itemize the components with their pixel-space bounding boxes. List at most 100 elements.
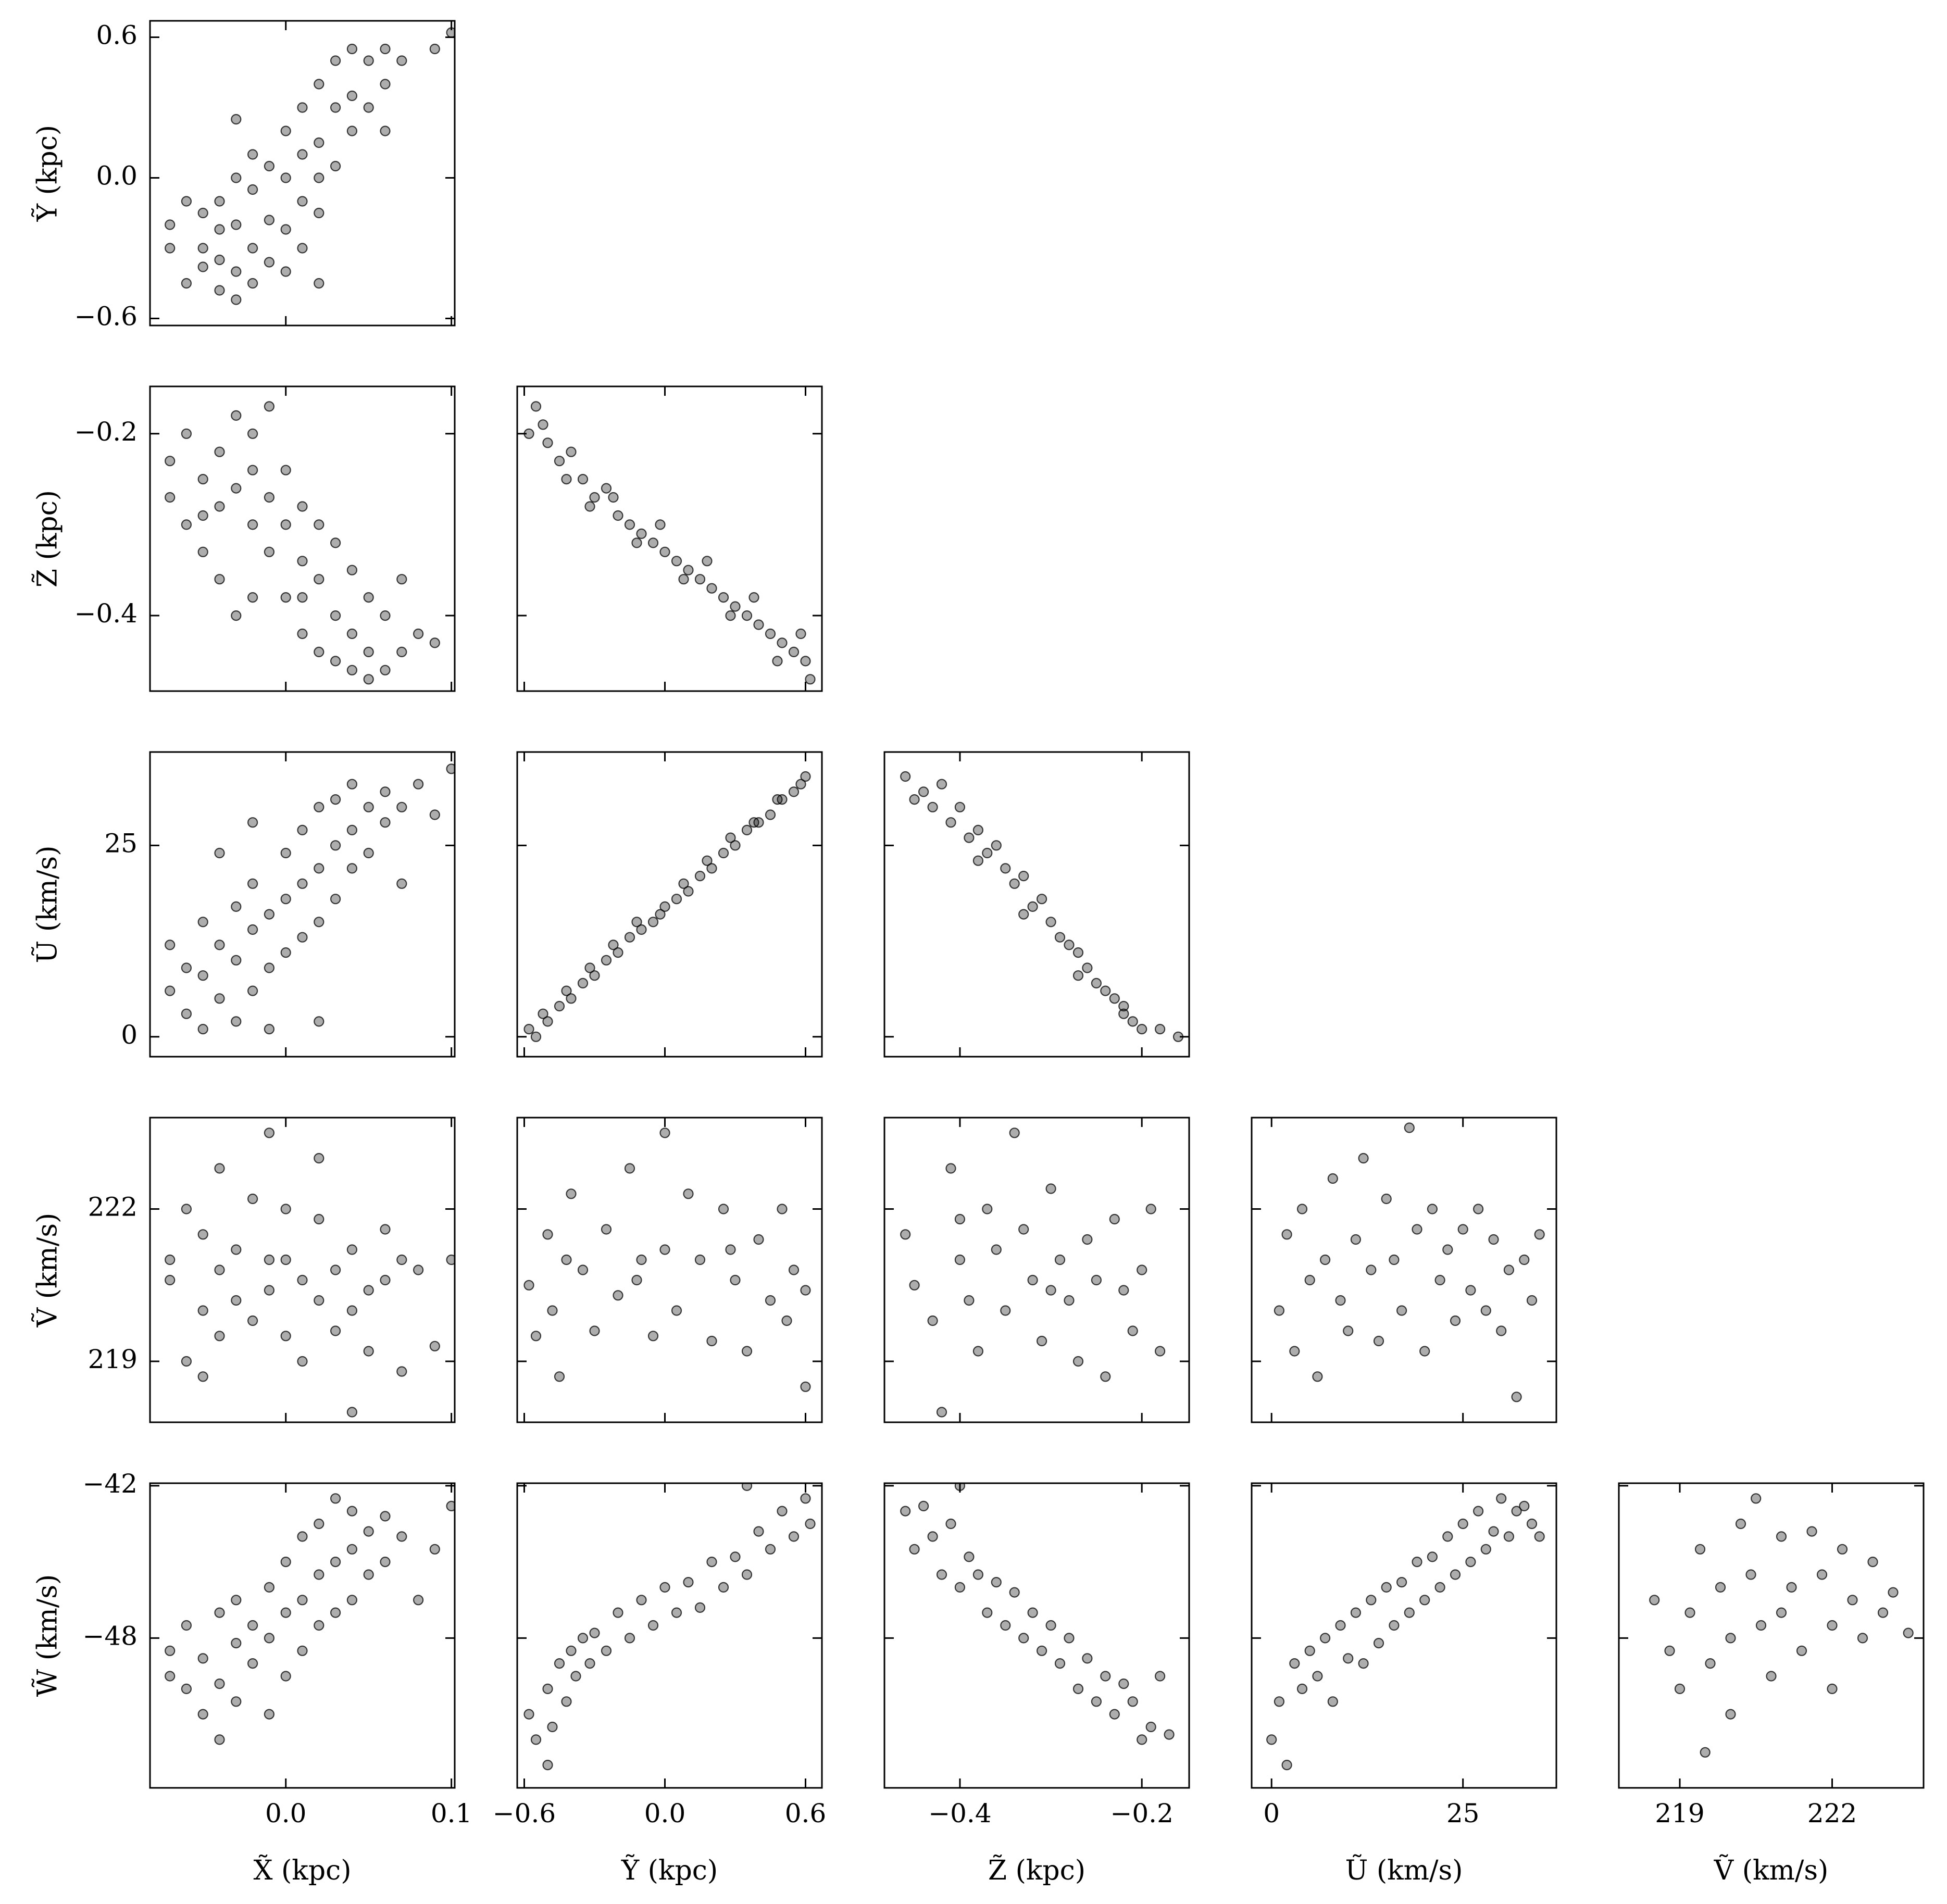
scatter-point [346, 565, 358, 575]
y-axis-label: Ṽ (km/s) [31, 1213, 64, 1328]
scatter-point [1045, 1183, 1056, 1194]
scatter-point [1389, 1254, 1400, 1266]
scatter-point [197, 1653, 208, 1664]
scatter-point [264, 257, 275, 268]
scatter-point [330, 894, 341, 905]
scatter-point [380, 126, 391, 136]
y-axis-label: Ũ (km/s) [32, 846, 64, 963]
scatter-point [1419, 1595, 1430, 1606]
scatter-point [264, 401, 275, 412]
scatter-point [624, 1633, 635, 1644]
scatter-point [330, 794, 341, 805]
scatter-point [589, 1325, 600, 1336]
scatter-point [231, 410, 242, 421]
scatter-point [1847, 1595, 1858, 1606]
scatter-point [1036, 1335, 1047, 1347]
scatter-point [231, 1638, 242, 1649]
scatter-point [561, 1254, 572, 1266]
scatter-point [363, 55, 374, 66]
scatter-point [741, 610, 753, 621]
scatter-point [1100, 1371, 1111, 1382]
scatter-point [346, 126, 358, 136]
scatter-point [363, 847, 374, 859]
scatter-point [1100, 1671, 1111, 1682]
scatter-point [601, 1645, 612, 1656]
scatter-point [314, 207, 324, 219]
scatter-point [280, 1204, 291, 1214]
panel-w-vs-z: −0.4 −0.2 Z̃ (kpc) [883, 1482, 1190, 1886]
scatter-point [231, 955, 242, 966]
scatter-point [396, 801, 407, 812]
scatter-point [954, 1213, 966, 1225]
scatter-point [297, 1356, 308, 1367]
scatter-point [777, 1506, 788, 1517]
scatter-point [1519, 1254, 1530, 1266]
scatter-point [1684, 1607, 1695, 1618]
scatter-point [297, 1645, 308, 1656]
panel-w-vs-y: −0.6 0.0 0.6 Ỹ (kpc) [493, 1482, 826, 1886]
scatter-point [165, 985, 176, 996]
scatter-point [1816, 1569, 1828, 1580]
scatter-point [1496, 1493, 1507, 1504]
x-tick-label: −0.2 [1110, 1798, 1173, 1828]
scatter-point [214, 446, 225, 457]
scatter-point [538, 419, 548, 430]
scatter-point [631, 537, 642, 548]
scatter-point [1054, 1254, 1066, 1266]
scatter-point [772, 656, 783, 667]
scatter-point [1705, 1658, 1716, 1669]
scatter-point [909, 1280, 920, 1291]
scatter-point [1480, 1544, 1491, 1555]
scatter-point [231, 1696, 242, 1707]
scatter-point [1450, 1315, 1461, 1326]
scatter-point [314, 801, 324, 812]
scatter-point [1036, 894, 1047, 905]
scatter-point [1082, 1234, 1093, 1245]
scatter-point [197, 243, 208, 254]
scatter-point [197, 207, 208, 219]
scatter-point [636, 528, 647, 540]
scatter-point [718, 847, 729, 859]
scatter-point [964, 832, 975, 843]
scatter-point [214, 1678, 225, 1689]
scatter-point [1027, 1607, 1038, 1618]
scatter-point [247, 428, 258, 439]
scatter-point [1694, 1544, 1706, 1555]
scatter-point [1109, 1709, 1120, 1720]
x-axis-label: Ỹ (kpc) [621, 1854, 718, 1886]
scatter-point [631, 1274, 642, 1286]
scatter-point [297, 149, 308, 160]
scatter-point [264, 962, 275, 973]
panel-frame [516, 385, 823, 692]
scatter-point [330, 537, 341, 548]
scatter-point [601, 1224, 612, 1235]
scatter-point [909, 794, 920, 805]
scatter-point [280, 947, 291, 958]
scatter-points [165, 763, 455, 1035]
scatter-point [1427, 1551, 1438, 1562]
scatter-point [363, 1526, 374, 1537]
x-tick-label: 0.1 [431, 1798, 472, 1828]
scatter-point [231, 1295, 242, 1306]
scatter-point [1343, 1325, 1354, 1336]
scatter-point [1289, 1346, 1300, 1357]
scatter-point [264, 1633, 275, 1644]
scatter-point [631, 917, 642, 928]
scatter-point [1072, 970, 1084, 981]
scatter-point [214, 285, 225, 296]
scatter-point [636, 1595, 647, 1606]
scatter-point [197, 1229, 208, 1240]
scatter-point [181, 196, 192, 207]
scatter-point [380, 817, 391, 828]
scatter-point [446, 1500, 455, 1511]
scatter-point [530, 1031, 542, 1042]
scatter-point [1155, 1023, 1166, 1035]
scatter-point [314, 917, 324, 928]
scatter-point [429, 809, 440, 820]
scatter-point [800, 656, 811, 667]
scatter-point [1465, 1285, 1476, 1296]
scatter-point [446, 1254, 455, 1266]
scatter-point [1442, 1244, 1453, 1255]
scatter-point [936, 1407, 947, 1418]
scatter-point [1000, 1620, 1011, 1631]
